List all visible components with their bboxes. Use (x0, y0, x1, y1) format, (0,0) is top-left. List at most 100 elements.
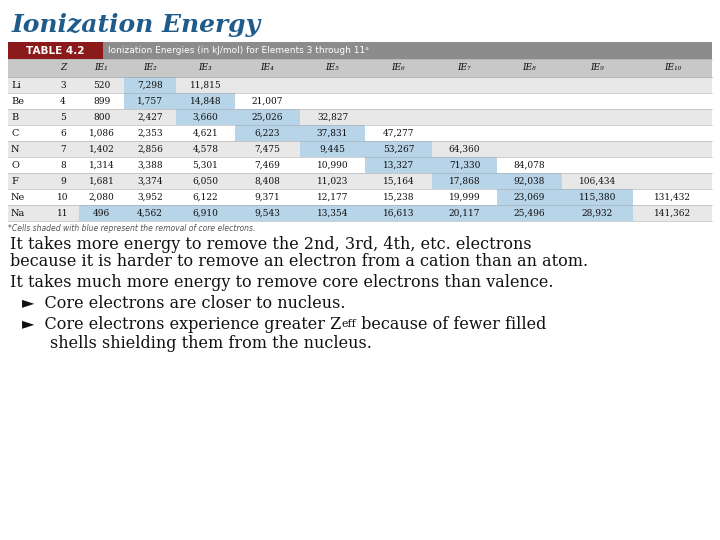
Text: 15,238: 15,238 (383, 192, 414, 201)
Text: 15,164: 15,164 (382, 177, 415, 186)
Bar (300, 205, 365, 221)
Text: 28,932: 28,932 (582, 208, 613, 218)
Text: 6: 6 (60, 129, 66, 138)
Bar (8, 77, 712, 93)
Bar (103, 42, 712, 59)
Text: 9,371: 9,371 (255, 192, 280, 201)
Text: 2,080: 2,080 (89, 192, 114, 201)
Text: because it is harder to remove an electron from a cation than an atom.: because it is harder to remove an electr… (10, 253, 588, 270)
Bar (562, 189, 633, 205)
Text: 32,827: 32,827 (317, 112, 348, 122)
Bar (300, 125, 365, 141)
Bar (176, 93, 235, 109)
Text: IE₁₀: IE₁₀ (664, 64, 681, 72)
Text: 7,469: 7,469 (255, 160, 280, 170)
Text: N: N (11, 145, 19, 153)
Bar (8, 59, 712, 77)
Text: IE₆: IE₆ (392, 64, 405, 72)
Text: 7,475: 7,475 (254, 145, 281, 153)
Text: IE₄: IE₄ (261, 64, 274, 72)
Text: It takes much more energy to remove core electrons than valence.: It takes much more energy to remove core… (10, 274, 554, 291)
Text: 5: 5 (60, 112, 66, 122)
Text: 4,562: 4,562 (137, 208, 163, 218)
Bar (8, 42, 103, 59)
Text: 9,445: 9,445 (320, 145, 346, 153)
Bar (235, 205, 300, 221)
Text: 115,380: 115,380 (579, 192, 616, 201)
Text: IE₃: IE₃ (199, 64, 212, 72)
Text: 2,856: 2,856 (137, 145, 163, 153)
Text: 6,910: 6,910 (192, 208, 218, 218)
Bar (8, 157, 712, 173)
Text: 2,427: 2,427 (138, 112, 163, 122)
Bar (8, 93, 712, 109)
Text: 6,050: 6,050 (192, 177, 218, 186)
Bar (365, 141, 432, 157)
Text: shells shielding them from the nucleus.: shells shielding them from the nucleus. (50, 335, 372, 352)
Bar (432, 173, 497, 189)
Text: 71,330: 71,330 (449, 160, 480, 170)
Bar (8, 173, 712, 189)
Text: B: B (11, 112, 18, 122)
Text: 10: 10 (58, 192, 68, 201)
Bar (235, 109, 300, 125)
Bar (8, 125, 712, 141)
Text: Ionization Energy: Ionization Energy (12, 13, 261, 37)
Text: IE₁: IE₁ (94, 64, 109, 72)
Bar (8, 109, 712, 125)
Text: TABLE 4.2: TABLE 4.2 (26, 45, 85, 56)
Text: F: F (11, 177, 18, 186)
Text: 14,848: 14,848 (189, 97, 221, 105)
Text: 7: 7 (60, 145, 66, 153)
Text: 3,660: 3,660 (193, 112, 218, 122)
Bar (124, 205, 176, 221)
Text: 5,301: 5,301 (192, 160, 218, 170)
Text: 13,354: 13,354 (317, 208, 348, 218)
Text: 11,023: 11,023 (317, 177, 348, 186)
Text: 7,298: 7,298 (137, 80, 163, 90)
Text: 53,267: 53,267 (383, 145, 414, 153)
Text: Be: Be (11, 97, 24, 105)
Text: 6,122: 6,122 (193, 192, 218, 201)
Text: C: C (11, 129, 19, 138)
Text: It takes more energy to remove the 2nd, 3rd, 4th, etc. electrons: It takes more energy to remove the 2nd, … (10, 236, 531, 253)
Bar (365, 157, 432, 173)
Text: 19,999: 19,999 (449, 192, 480, 201)
Text: 1,314: 1,314 (89, 160, 114, 170)
Bar (497, 173, 562, 189)
Bar (365, 205, 432, 221)
Text: 1,757: 1,757 (137, 97, 163, 105)
Bar (124, 93, 176, 109)
Text: O: O (11, 160, 19, 170)
Text: 13,327: 13,327 (383, 160, 414, 170)
Text: Li: Li (11, 80, 21, 90)
Text: 84,078: 84,078 (513, 160, 545, 170)
Text: 10,990: 10,990 (317, 160, 348, 170)
Text: 6,223: 6,223 (255, 129, 280, 138)
Text: 4: 4 (60, 97, 66, 105)
Text: because of fewer filled: because of fewer filled (356, 316, 546, 333)
Bar (497, 189, 562, 205)
Bar (497, 205, 562, 221)
Text: *Cells shaded with blue represent the removal of core electrons.: *Cells shaded with blue represent the re… (8, 224, 256, 233)
Text: ►  Core electrons experience greater Z: ► Core electrons experience greater Z (22, 316, 341, 333)
Bar (8, 205, 712, 221)
Text: 3,374: 3,374 (138, 177, 163, 186)
Bar (8, 141, 712, 157)
Text: Na: Na (11, 208, 25, 218)
Text: IE₂: IE₂ (143, 64, 157, 72)
Text: 37,831: 37,831 (317, 129, 348, 138)
Text: 3,952: 3,952 (137, 192, 163, 201)
Text: IE₈: IE₈ (523, 64, 536, 72)
Text: 800: 800 (93, 112, 110, 122)
Bar (124, 77, 176, 93)
Text: 899: 899 (93, 97, 110, 105)
Bar (235, 125, 300, 141)
Text: 16,613: 16,613 (383, 208, 414, 218)
Text: 21,007: 21,007 (252, 97, 283, 105)
Bar (79, 205, 124, 221)
Bar (176, 205, 235, 221)
Text: 25,026: 25,026 (252, 112, 283, 122)
Text: Ionization Energies (in kJ/mol) for Elements 3 through 11ᵃ: Ionization Energies (in kJ/mol) for Elem… (108, 46, 369, 55)
Text: Ne: Ne (11, 192, 25, 201)
